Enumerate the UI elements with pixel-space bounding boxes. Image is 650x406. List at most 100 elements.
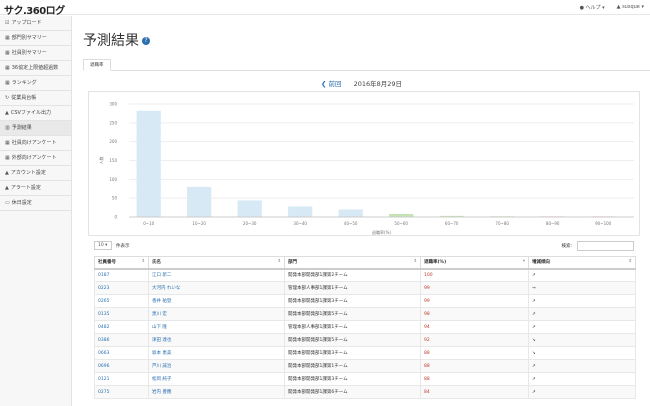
employee-name-link[interactable]: 松岡 純子 [148, 372, 285, 386]
sidebar-item-label: 外部向けアンケート [11, 155, 57, 161]
employee-name-link[interactable]: 津田 達也 [148, 333, 285, 347]
sidebar-item-label: 予測結果 [11, 125, 32, 131]
y-tick-label: 100 [109, 177, 117, 182]
sidebar-item[interactable]: ▥ 予測結果 [0, 121, 71, 136]
x-tick-label: 90~100 [595, 221, 612, 226]
sidebar-item[interactable]: ↻ 従業員台帳 [0, 91, 71, 106]
sort-icon: ▾ [522, 259, 525, 265]
y-tick-label: 0 [114, 215, 117, 220]
bar[interactable] [237, 200, 262, 217]
employee-name-link[interactable]: 大河内 れいな [148, 281, 285, 295]
employee-id-link[interactable]: 0187 [94, 268, 149, 282]
search-label: 検索: [561, 244, 572, 249]
department-cell: 開発本部開発部1課第6チーム [284, 385, 421, 399]
y-tick-label: 150 [109, 158, 117, 163]
sidebar-item[interactable]: ▲ アカウント設定 [0, 166, 71, 181]
sidebar-item[interactable]: ▦ 社員向けアンケート [0, 136, 71, 151]
bar[interactable] [439, 215, 464, 217]
employee-name-link[interactable]: 山下 隆 [148, 320, 285, 334]
help-menu[interactable]: ● ヘルプ ▾ [579, 5, 605, 11]
column-header[interactable]: 退職率(%) ▾ [420, 256, 529, 270]
table-row: 0275 岩内 豊穂 開発本部開発部1課第6チーム 84 ↗ [94, 385, 636, 399]
employee-id-link[interactable]: 0482 [94, 320, 149, 334]
table-row: 0135 黒川 宏開発本部開発部1課第5チーム 98 ↗ [94, 307, 636, 321]
sidebar-item[interactable]: ▦ 36協定上限値超過数 [0, 61, 71, 76]
employee-id-link[interactable]: 0663 [94, 346, 149, 360]
table-icon: ▦ [5, 35, 10, 41]
x-tick-label: 80~90 [546, 221, 560, 226]
trend-icon: ↗ [528, 294, 636, 308]
sidebar-item[interactable]: ▭ 休日設定 [0, 196, 71, 211]
sidebar-item[interactable]: ▦ ランキング [0, 76, 71, 91]
help-icon[interactable]: ? [142, 37, 150, 45]
trend-icon: ↗ [528, 307, 636, 321]
employee-id-link[interactable]: 0275 [94, 385, 149, 399]
sidebar: ☑ アップロード ▦ 部門別サマリー ▦ 社員別サマリー ▦ 36協定上限値超過数 ▦ ランキング… [0, 16, 72, 406]
employee-id-link[interactable]: 0386 [94, 333, 149, 347]
y-axis-label: 人数 [98, 157, 104, 165]
bar[interactable] [187, 186, 212, 217]
employee-id-link[interactable]: 0223 [94, 281, 149, 295]
results-table: 社員番号 ⇕ 氏名 ⇕ 部門 ⇕ 退職率(%) ▾ 増減傾向 ⇕ 0187 江口 新二 開発本部開発部… [94, 256, 636, 399]
employee-id-link[interactable]: 0696 [94, 359, 149, 373]
rate-cell: 99 [420, 281, 529, 295]
sidebar-item-label: 社員別サマリー [11, 50, 47, 56]
sidebar-item[interactable]: ☑ アップロード [0, 16, 71, 31]
sidebar-item-label: 36協定上限値超過数 [11, 65, 59, 71]
page-length-select[interactable]: 10 ▾ [94, 241, 112, 250]
employee-name-link[interactable]: 黒川 宏 [148, 307, 285, 321]
sidebar-item[interactable]: ▦ 部門別サマリー [0, 31, 71, 46]
employee-id-link[interactable]: 0135 [94, 307, 149, 321]
rate-cell: 88 [420, 359, 529, 373]
department-cell: 開発本部開発部1課第5チーム [284, 307, 421, 321]
employee-name-link[interactable]: 香井 祐登 [148, 294, 285, 308]
page-length-value: 10 [98, 243, 104, 248]
column-header[interactable]: 社員番号 ⇕ [94, 256, 149, 270]
employee-name-link[interactable]: 岩内 豊穂 [148, 385, 285, 399]
refresh-icon: ↻ [5, 95, 10, 101]
column-header-label: 増減傾向 [532, 260, 550, 266]
employee-name-link[interactable]: 坂本 恵美 [148, 346, 285, 360]
trend-icon: ↗ [528, 385, 636, 399]
logo[interactable]: サク.360ログ [4, 6, 65, 17]
search-input[interactable] [577, 241, 634, 251]
table-row: 0386 津田 達也 開発本部開発部1課第5チーム 92 ↘ [94, 333, 636, 347]
user-icon: ▲ [5, 185, 9, 191]
column-header[interactable]: 部門 ⇕ [284, 256, 421, 270]
bar[interactable] [338, 209, 363, 217]
bar[interactable] [288, 206, 313, 217]
trend-icon: ↗ [528, 359, 636, 373]
bar[interactable] [136, 110, 161, 217]
user-menu[interactable]: ▲ susque ▾ [616, 4, 644, 10]
page-length-label: 件表示 [116, 244, 130, 249]
rate-cell: 99 [420, 294, 529, 308]
sidebar-item[interactable]: ▦ 社員別サマリー [0, 46, 71, 61]
tab-retirement-rate[interactable]: 退職率 [83, 59, 111, 71]
table-row: 0696 芦川 誠治 開発本部開発部1課第1チーム 88 ↗ [94, 359, 636, 373]
x-tick-label: 60~70 [445, 221, 459, 226]
trend-icon: → [528, 281, 636, 295]
sidebar-item-label: アラート設定 [10, 185, 41, 191]
sidebar-item[interactable]: ▲ CSVファイル出力 [0, 106, 71, 121]
table-row: 0265 香井 祐登 開発本部開発部1課第3チーム 99 ↗ [94, 294, 636, 308]
sidebar-item[interactable]: ▲ アラート設定 [0, 181, 71, 196]
bar-chart: 0 50 100 150 200 250 300 人数 0~10 10~20 20~30 30~40 4… [98, 102, 634, 235]
table-icon: ▦ [5, 65, 10, 71]
employee-name-link[interactable]: 芦川 誠治 [148, 359, 285, 373]
trend-icon: ↘ [528, 346, 636, 360]
employee-name-link[interactable]: 江口 新二 [148, 268, 285, 282]
employee-id-link[interactable]: 0121 [94, 372, 149, 386]
sidebar-item-label: 社員向けアンケート [11, 140, 57, 146]
trend-icon: ↗ [528, 320, 636, 334]
column-header[interactable]: 氏名 ⇕ [148, 256, 285, 270]
department-cell: 開発本部開発部1課第2チーム [284, 268, 421, 282]
sidebar-item-label: 休日設定 [11, 200, 32, 206]
bar[interactable] [389, 213, 414, 217]
rate-cell: 92 [420, 333, 529, 347]
prev-link[interactable]: ❮ 前回 [320, 80, 342, 88]
prev-label: 前回 [328, 80, 342, 88]
employee-id-link[interactable]: 0265 [94, 294, 149, 308]
column-header[interactable]: 増減傾向 ⇕ [528, 256, 636, 270]
sidebar-item[interactable]: ▦ 外部向けアンケート [0, 151, 71, 166]
sidebar-item-label: CSVファイル出力 [10, 110, 51, 116]
